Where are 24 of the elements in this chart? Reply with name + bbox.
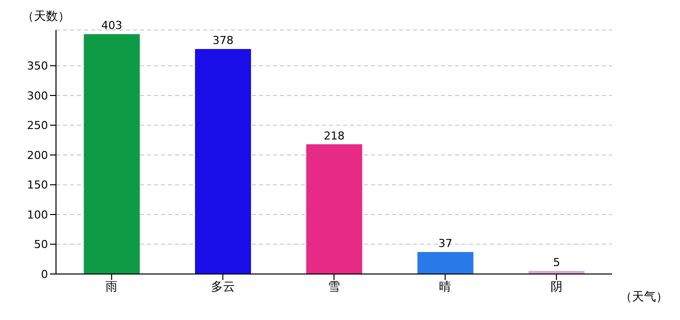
bar [306, 144, 362, 274]
data-label: 37 [438, 236, 452, 250]
data-label: 403 [101, 19, 122, 32]
y-tick-label: 200 [27, 148, 48, 162]
y-tick-label: 100 [27, 208, 48, 222]
data-label: 378 [212, 34, 234, 48]
y-axis-title: （天数） [22, 9, 70, 23]
x-tick-label: 阴 [550, 280, 562, 294]
y-tick-label: 0 [41, 268, 48, 281]
bar [195, 49, 251, 274]
y-tick-label: 50 [34, 238, 48, 252]
x-tick-label: 雪 [328, 280, 340, 294]
x-tick-label: 晴 [439, 280, 452, 294]
bar [417, 252, 474, 274]
y-tick-label: 150 [27, 178, 48, 192]
x-tick-label: 雨 [106, 280, 118, 294]
data-label: 218 [324, 129, 345, 142]
x-axis-title: （天气） [620, 289, 668, 304]
bar [84, 34, 140, 274]
x-tick-label: 多云 [210, 280, 235, 294]
y-tick-label: 350 [27, 60, 48, 73]
y-tick-label: 250 [27, 119, 48, 132]
data-label: 5 [553, 256, 560, 270]
y-tick-label: 300 [27, 89, 48, 102]
